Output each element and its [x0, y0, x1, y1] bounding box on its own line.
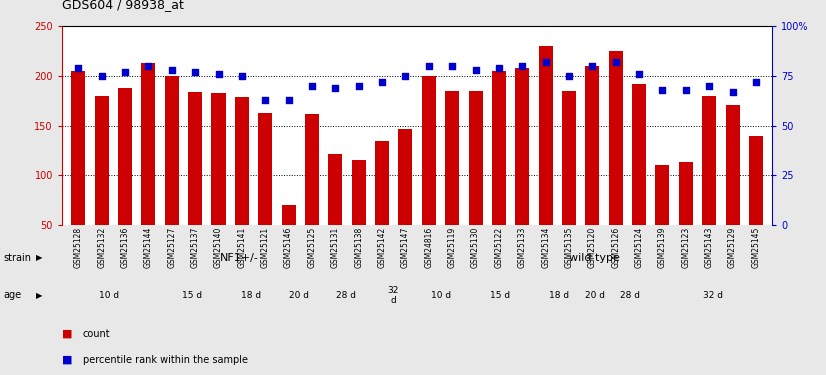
Point: [376, 79, 389, 85]
Text: ▶: ▶: [36, 254, 42, 262]
Point: [445, 63, 458, 69]
Text: 20 d: 20 d: [289, 291, 309, 300]
Point: [282, 97, 295, 103]
Bar: [656, 165, 670, 274]
Text: 15 d: 15 d: [490, 291, 510, 300]
Point: [609, 59, 622, 65]
Point: [726, 89, 739, 95]
Bar: [562, 91, 576, 274]
Point: [306, 83, 319, 89]
Text: 18 d: 18 d: [549, 291, 569, 300]
Bar: [235, 97, 249, 274]
Point: [633, 71, 646, 77]
Point: [422, 63, 435, 69]
Bar: [679, 162, 693, 274]
Text: 28 d: 28 d: [620, 291, 640, 300]
Text: count: count: [83, 329, 110, 339]
Point: [118, 69, 131, 75]
Point: [399, 73, 412, 79]
Bar: [609, 51, 623, 274]
Text: ■: ■: [62, 329, 73, 339]
Bar: [422, 76, 436, 274]
Point: [679, 87, 692, 93]
Text: ▶: ▶: [36, 291, 42, 300]
Point: [188, 69, 202, 75]
Point: [469, 67, 482, 73]
Point: [515, 63, 529, 69]
Bar: [164, 76, 178, 274]
Text: ■: ■: [62, 355, 73, 365]
Point: [352, 83, 365, 89]
Text: 18 d: 18 d: [241, 291, 262, 300]
Point: [539, 59, 553, 65]
Text: 32 d: 32 d: [703, 291, 723, 300]
Text: 15 d: 15 d: [182, 291, 202, 300]
Bar: [749, 136, 763, 274]
Bar: [328, 154, 342, 274]
Text: 20 d: 20 d: [585, 291, 605, 300]
Point: [586, 63, 599, 69]
Bar: [398, 129, 412, 274]
Point: [749, 79, 762, 85]
Text: age: age: [3, 290, 21, 300]
Point: [72, 65, 85, 71]
Bar: [445, 91, 459, 274]
Bar: [702, 96, 716, 274]
Text: NF1+/-: NF1+/-: [220, 253, 259, 263]
Bar: [71, 71, 85, 274]
Point: [703, 83, 716, 89]
Text: GDS604 / 98938_at: GDS604 / 98938_at: [62, 0, 184, 11]
Text: wild type: wild type: [569, 253, 620, 263]
Bar: [539, 46, 553, 274]
Bar: [282, 205, 296, 274]
Point: [329, 85, 342, 91]
Bar: [492, 71, 506, 274]
Point: [563, 73, 576, 79]
Bar: [305, 114, 319, 274]
Bar: [352, 160, 366, 274]
Bar: [725, 105, 739, 274]
Bar: [118, 88, 132, 274]
Bar: [375, 141, 389, 274]
Bar: [468, 91, 482, 274]
Text: percentile rank within the sample: percentile rank within the sample: [83, 355, 248, 365]
Bar: [632, 84, 646, 274]
Text: 10 d: 10 d: [99, 291, 120, 300]
Bar: [211, 93, 225, 274]
Bar: [141, 63, 155, 274]
Bar: [95, 96, 109, 274]
Text: 28 d: 28 d: [336, 291, 356, 300]
Point: [95, 73, 108, 79]
Point: [492, 65, 506, 71]
Text: 32
d: 32 d: [387, 286, 399, 305]
Point: [235, 73, 249, 79]
Bar: [515, 68, 529, 274]
Text: strain: strain: [3, 253, 31, 263]
Point: [165, 67, 178, 73]
Point: [142, 63, 155, 69]
Point: [212, 71, 225, 77]
Bar: [188, 92, 202, 274]
Text: 10 d: 10 d: [430, 291, 451, 300]
Bar: [259, 113, 273, 274]
Point: [656, 87, 669, 93]
Point: [259, 97, 272, 103]
Bar: [586, 66, 600, 274]
